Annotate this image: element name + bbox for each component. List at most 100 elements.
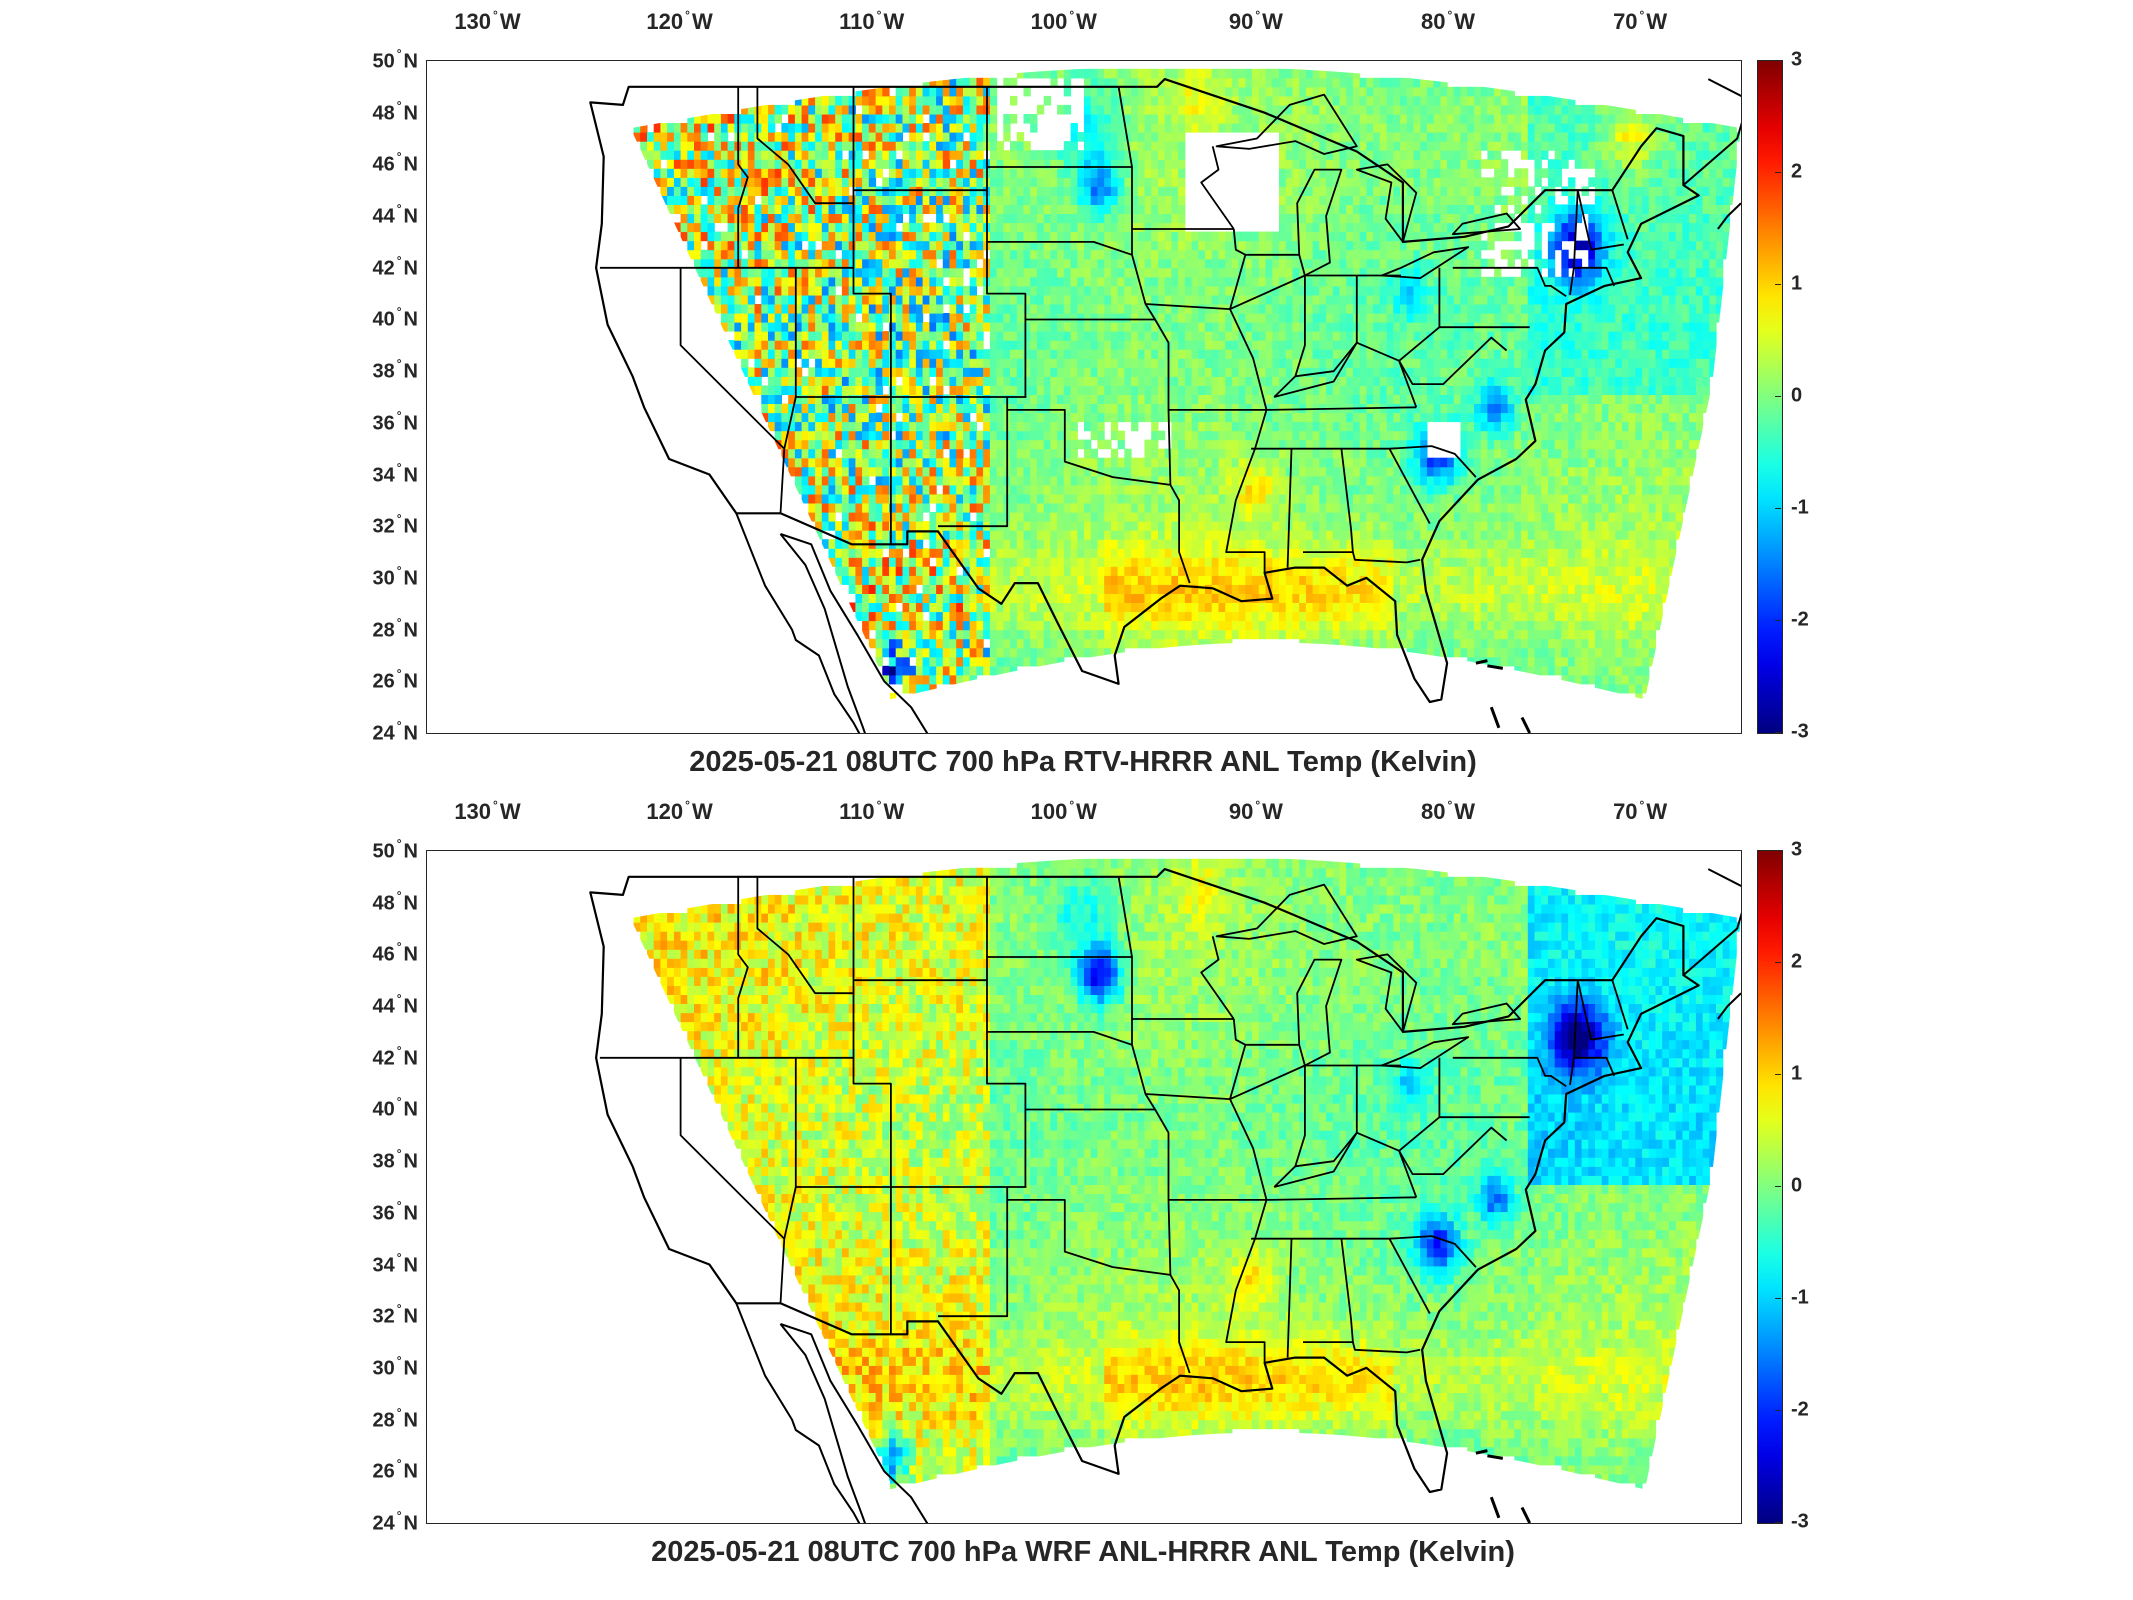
island-outline xyxy=(1520,1506,1532,1523)
state-border xyxy=(1591,243,1624,251)
state-border xyxy=(737,86,749,268)
latitude-tick-label: 34 ° N xyxy=(372,460,418,487)
state-border xyxy=(1286,1238,1293,1358)
longitude-tick-label: 130 °W xyxy=(454,8,521,34)
state-border xyxy=(1303,448,1354,553)
state-border xyxy=(1591,1033,1624,1041)
mexico-coastline xyxy=(780,1323,929,1523)
colorbar-tick-label: 0 xyxy=(1791,1174,1803,1197)
state-border xyxy=(1229,274,1306,310)
longitude-tick-label: 100 °W xyxy=(1030,798,1097,824)
longitude-tick-label: 130 °W xyxy=(454,798,521,824)
colorbar-tick-label: -1 xyxy=(1791,1286,1809,1309)
latitude-tick-label: 30 ° N xyxy=(372,1353,418,1380)
temperature-difference-field xyxy=(633,68,1741,700)
latitude-tick-label: 46 ° N xyxy=(372,149,418,176)
colorbar-tick-label: -1 xyxy=(1791,496,1809,519)
latitude-tick-label: 36 ° N xyxy=(372,408,418,435)
longitude-tick-label: 110 °W xyxy=(839,798,905,824)
colorbar-tick-label: -2 xyxy=(1791,608,1809,631)
map-wrf xyxy=(426,850,1742,1524)
plot-title: 2025-05-21 08UTC 700 hPa RTV-HRRR ANL Te… xyxy=(689,746,1477,778)
great-lake-outline xyxy=(1355,953,1418,1033)
state-border xyxy=(1273,1065,1306,1188)
state-border xyxy=(1389,445,1477,478)
latitude-tick-label: 50 ° N xyxy=(372,836,418,863)
island-outline xyxy=(1487,664,1504,670)
colorbar-tick-mark xyxy=(1775,60,1781,61)
state-border xyxy=(756,876,854,995)
map-canvas xyxy=(589,68,1741,733)
state-border xyxy=(1573,190,1616,287)
state-border xyxy=(679,1057,785,1240)
latitude-tick-label: 32 ° N xyxy=(372,1301,418,1328)
colorbar-tick-mark xyxy=(1775,962,1781,963)
latitude-tick-label: 32 ° N xyxy=(372,511,418,538)
latitude-tick-label: 46 ° N xyxy=(372,939,418,966)
colorbar xyxy=(1757,850,1783,1524)
island-outline xyxy=(1520,716,1532,733)
state-border xyxy=(1398,336,1508,385)
island-outline xyxy=(1475,1449,1488,1455)
colorbar-tick-mark xyxy=(1775,850,1781,851)
state-border xyxy=(1398,1126,1508,1175)
latitude-tick-label: 38 ° N xyxy=(372,1146,418,1173)
latitude-tick-label: 30 ° N xyxy=(372,563,418,590)
state-border xyxy=(1452,1056,1567,1087)
latitude-tick-label: 48 ° N xyxy=(372,888,418,915)
baja-coastline xyxy=(735,512,866,733)
state-border xyxy=(1389,1235,1477,1268)
latitude-tick-label: 38 ° N xyxy=(372,356,418,383)
state-border xyxy=(1145,303,1231,310)
temperature-difference-field xyxy=(633,858,1741,1490)
state-border xyxy=(737,876,749,1058)
state-border xyxy=(852,86,892,545)
colorbar-tick-label: -2 xyxy=(1791,1398,1809,1421)
latitude-tick-label: 24 ° N xyxy=(372,1508,418,1535)
latitude-tick-label: 34 ° N xyxy=(372,1250,418,1277)
state-border xyxy=(1576,190,1593,250)
state-border xyxy=(1273,1131,1418,1198)
great-lake-outline xyxy=(1451,1002,1521,1026)
state-border xyxy=(1229,1064,1306,1100)
state-border xyxy=(1303,1238,1354,1343)
island-outline xyxy=(1489,1496,1501,1519)
state-border xyxy=(1273,275,1306,398)
colorbar-tick-mark xyxy=(1775,732,1781,733)
great-lake-outline xyxy=(1296,958,1343,1067)
colorbar-tick-label: 3 xyxy=(1791,838,1803,861)
great-lake-outline xyxy=(1215,93,1358,155)
mexico-coastline xyxy=(780,533,929,733)
colorbar-tick-mark xyxy=(1775,1298,1781,1299)
colorbar-tick-label: 1 xyxy=(1791,1062,1803,1085)
state-border xyxy=(987,1031,1133,1046)
colorbar-tick-label: 3 xyxy=(1791,48,1803,71)
state-border xyxy=(1007,1199,1191,1374)
latitude-tick-label: 40 ° N xyxy=(372,304,418,331)
latitude-tick-label: 44 ° N xyxy=(372,201,418,228)
state-border xyxy=(1569,267,1575,296)
colorbar-tick-label: 0 xyxy=(1791,384,1803,407)
colorbar-tick-mark xyxy=(1775,1186,1781,1187)
state-border xyxy=(1611,189,1629,240)
island-outline xyxy=(1489,706,1501,729)
longitude-tick-label: 70 °W xyxy=(1613,798,1668,824)
state-border xyxy=(1352,551,1421,564)
state-border xyxy=(1266,1196,1417,1201)
colorbar-tick-mark xyxy=(1775,1410,1781,1411)
latitude-tick-label: 24 ° N xyxy=(372,718,418,745)
longitude-tick-label: 120 °W xyxy=(646,798,713,824)
longitude-tick-label: 110 °W xyxy=(839,8,905,34)
map-canvas xyxy=(589,858,1741,1523)
longitude-tick-label: 100 °W xyxy=(1030,8,1097,34)
state-border xyxy=(1569,1057,1575,1086)
great-lake-outline xyxy=(1380,246,1470,279)
state-border xyxy=(679,267,785,450)
plot-title: 2025-05-21 08UTC 700 hPa WRF ANL-HRRR AN… xyxy=(651,1536,1515,1568)
latitude-tick-label: 48 ° N xyxy=(372,98,418,125)
state-border xyxy=(1266,406,1417,411)
canada-coastline xyxy=(1717,202,1741,230)
great-lake-outline xyxy=(1380,1036,1470,1069)
state-border xyxy=(1200,146,1235,230)
colorbar xyxy=(1757,60,1783,734)
